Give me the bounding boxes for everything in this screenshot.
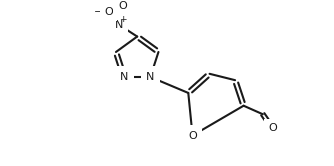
Text: O: O	[118, 1, 127, 11]
Text: O: O	[188, 130, 197, 140]
Text: +: +	[119, 15, 127, 24]
Text: O: O	[268, 123, 277, 133]
Text: −: −	[94, 7, 102, 17]
Text: N: N	[146, 72, 155, 82]
Text: N: N	[115, 20, 123, 30]
Text: O: O	[104, 7, 113, 17]
Text: N: N	[120, 72, 128, 82]
